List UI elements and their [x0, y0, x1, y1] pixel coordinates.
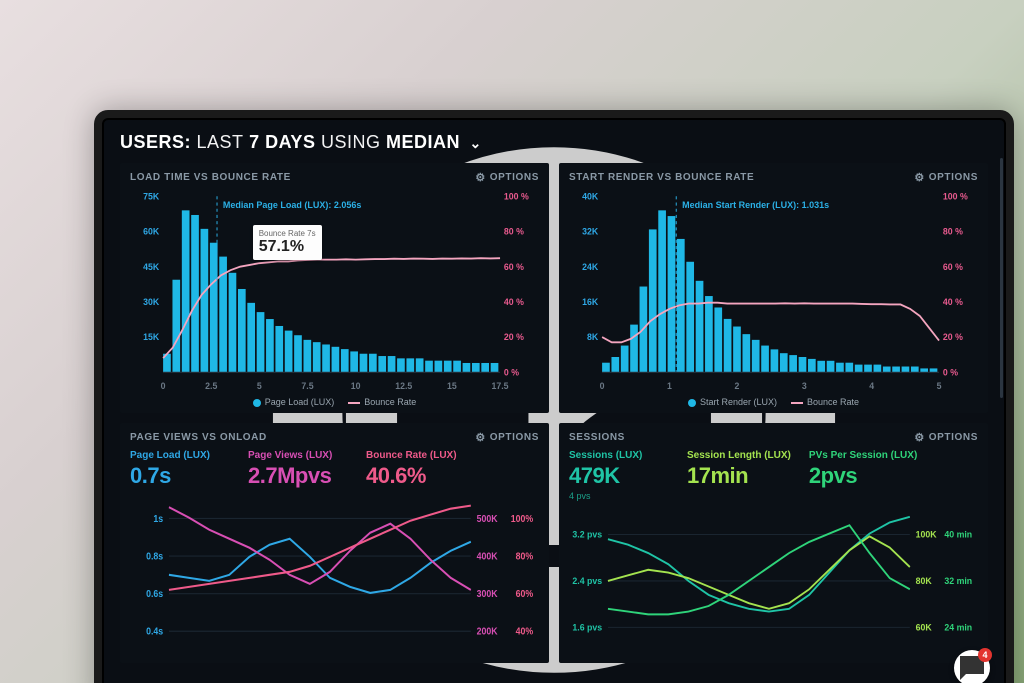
metrics-row: Sessions (LUX)479K4 pvs Session Length (L… [569, 450, 978, 501]
svg-text:1: 1 [667, 381, 672, 391]
dashboard-screen: USERS: LAST 7 DAYS USING MEDIAN ⌄ ? LOAD… [94, 110, 1014, 683]
svg-text:7.5: 7.5 [301, 381, 313, 391]
svg-text:40%: 40% [516, 626, 534, 638]
metrics-row: Page Load (LUX)0.7s Page Views (LUX)2.7Mp… [130, 450, 539, 489]
metric: PVs Per Session (LUX)2pvs [809, 450, 917, 501]
metric: Bounce Rate (LUX)40.6% [366, 450, 466, 489]
chart-page-views: 1s 0.8s 0.6s 0.4s 500K 100% 400K 80% 300K 60% 200K… [130, 495, 539, 657]
metric: Page Views (LUX)2.7Mpvs [248, 450, 348, 489]
tooltip: Bounce Rate 7s 57.1% [253, 225, 322, 260]
chat-button[interactable]: 4 [954, 650, 990, 683]
legend: Start Render (LUX) Bounce Rate [569, 397, 978, 407]
svg-text:300K: 300K [477, 588, 498, 600]
svg-text:40 %: 40 % [504, 297, 524, 307]
svg-text:40K: 40K [582, 191, 599, 201]
panel-title: PAGE VIEWS VS ONLOAD [130, 432, 267, 443]
svg-text:40 %: 40 % [943, 297, 963, 307]
help-icon[interactable]: ? [972, 135, 988, 151]
chat-badge: 4 [978, 648, 992, 662]
svg-text:60K: 60K [916, 622, 932, 632]
gear-icon: ⚙ [475, 431, 485, 444]
panel-title: LOAD TIME VS BOUNCE RATE [130, 172, 291, 183]
panel-start-render: START RENDER VS BOUNCE RATE ⚙ OPTIONS 40… [559, 163, 988, 413]
svg-text:0 %: 0 % [943, 367, 958, 377]
svg-text:20 %: 20 % [504, 332, 524, 342]
chart-sessions: 3.2 pvs 2.4 pvs 1.6 pvs 100K 40 min 80K 32 min… [569, 507, 978, 657]
options-button[interactable]: ⚙ OPTIONS [914, 171, 978, 184]
svg-text:60K: 60K [143, 226, 160, 236]
tooltip-label: Bounce Rate 7s [259, 229, 316, 238]
svg-text:60 %: 60 % [504, 262, 524, 272]
svg-text:400K: 400K [477, 551, 498, 563]
tooltip-value: 57.1% [259, 238, 316, 256]
svg-text:40 min: 40 min [944, 529, 972, 539]
svg-text:100 %: 100 % [943, 191, 968, 201]
svg-text:3.2 pvs: 3.2 pvs [572, 529, 602, 539]
svg-text:1.6 pvs: 1.6 pvs [572, 622, 602, 632]
svg-text:12.5: 12.5 [395, 381, 412, 391]
svg-text:1s: 1s [153, 513, 163, 525]
panel-page-views: PAGE VIEWS VS ONLOAD ⚙ OPTIONS Page Load… [120, 423, 549, 663]
svg-text:24 min: 24 min [944, 622, 972, 632]
svg-text:0.6s: 0.6s [146, 588, 163, 600]
svg-text:16K: 16K [582, 297, 599, 307]
page-header: USERS: LAST 7 DAYS USING MEDIAN ⌄ ? [120, 132, 988, 153]
svg-text:60%: 60% [516, 588, 534, 600]
metric: Session Length (LUX)17min [687, 450, 791, 501]
svg-text:30K: 30K [143, 297, 160, 307]
svg-text:500K: 500K [477, 513, 498, 525]
svg-text:15K: 15K [143, 332, 160, 342]
svg-text:3: 3 [802, 381, 807, 391]
svg-text:80 %: 80 % [504, 226, 524, 236]
svg-text:2.4 pvs: 2.4 pvs [572, 576, 602, 586]
svg-text:4: 4 [869, 381, 874, 391]
metric: Sessions (LUX)479K4 pvs [569, 450, 669, 501]
scrollbar[interactable] [1000, 158, 1003, 398]
svg-text:60 %: 60 % [943, 262, 963, 272]
svg-text:0 %: 0 % [504, 367, 519, 377]
options-button[interactable]: ⚙ OPTIONS [914, 431, 978, 444]
gear-icon: ⚙ [914, 431, 924, 444]
options-button[interactable]: ⚙ OPTIONS [475, 171, 539, 184]
metric: Page Load (LUX)0.7s [130, 450, 230, 489]
panel-sessions: SESSIONS ⚙ OPTIONS Sessions (LUX)479K4 p… [559, 423, 988, 663]
chart-start-render: 40K 32K 24K 16K 8K 100 % 80 % 60 % 40 % 20 % 0 % 0 1… [569, 188, 978, 395]
svg-text:2.5: 2.5 [205, 381, 217, 391]
median-label: Median Page Load (LUX): 2.056s [223, 200, 362, 210]
svg-text:10: 10 [351, 381, 361, 391]
panel-load-time: LOAD TIME VS BOUNCE RATE ⚙ OPTIONS 75K 60… [120, 163, 549, 413]
svg-text:32K: 32K [582, 226, 599, 236]
svg-text:80 %: 80 % [943, 226, 963, 236]
svg-text:17.5: 17.5 [492, 381, 509, 391]
chart-load-time: 75K 60K 45K 30K 15K 100 % 80 % 60 % 40 % 20 % 0 % 0… [130, 188, 539, 395]
svg-text:32 min: 32 min [944, 576, 972, 586]
svg-text:100 %: 100 % [504, 191, 529, 201]
svg-text:0.8s: 0.8s [146, 551, 163, 563]
gear-icon: ⚙ [914, 171, 924, 184]
svg-text:2: 2 [734, 381, 739, 391]
svg-text:45K: 45K [143, 262, 160, 272]
svg-text:100K: 100K [916, 529, 937, 539]
panel-title: START RENDER VS BOUNCE RATE [569, 172, 754, 183]
svg-text:100%: 100% [511, 513, 534, 525]
svg-text:0: 0 [161, 381, 166, 391]
svg-text:0.4s: 0.4s [146, 626, 163, 638]
svg-text:5: 5 [257, 381, 262, 391]
svg-text:24K: 24K [582, 262, 599, 272]
options-button[interactable]: ⚙ OPTIONS [475, 431, 539, 444]
svg-text:80K: 80K [916, 576, 932, 586]
legend: Page Load (LUX) Bounce Rate [130, 397, 539, 407]
svg-text:75K: 75K [143, 191, 160, 201]
panel-title: SESSIONS [569, 432, 625, 443]
svg-text:80%: 80% [516, 551, 534, 563]
median-label: Median Start Render (LUX): 1.031s [682, 200, 829, 210]
svg-text:8K: 8K [587, 332, 599, 342]
svg-text:15: 15 [447, 381, 457, 391]
svg-text:5: 5 [937, 381, 942, 391]
svg-text:0: 0 [600, 381, 605, 391]
svg-text:20 %: 20 % [943, 332, 963, 342]
gear-icon: ⚙ [475, 171, 485, 184]
svg-text:200K: 200K [477, 626, 498, 638]
